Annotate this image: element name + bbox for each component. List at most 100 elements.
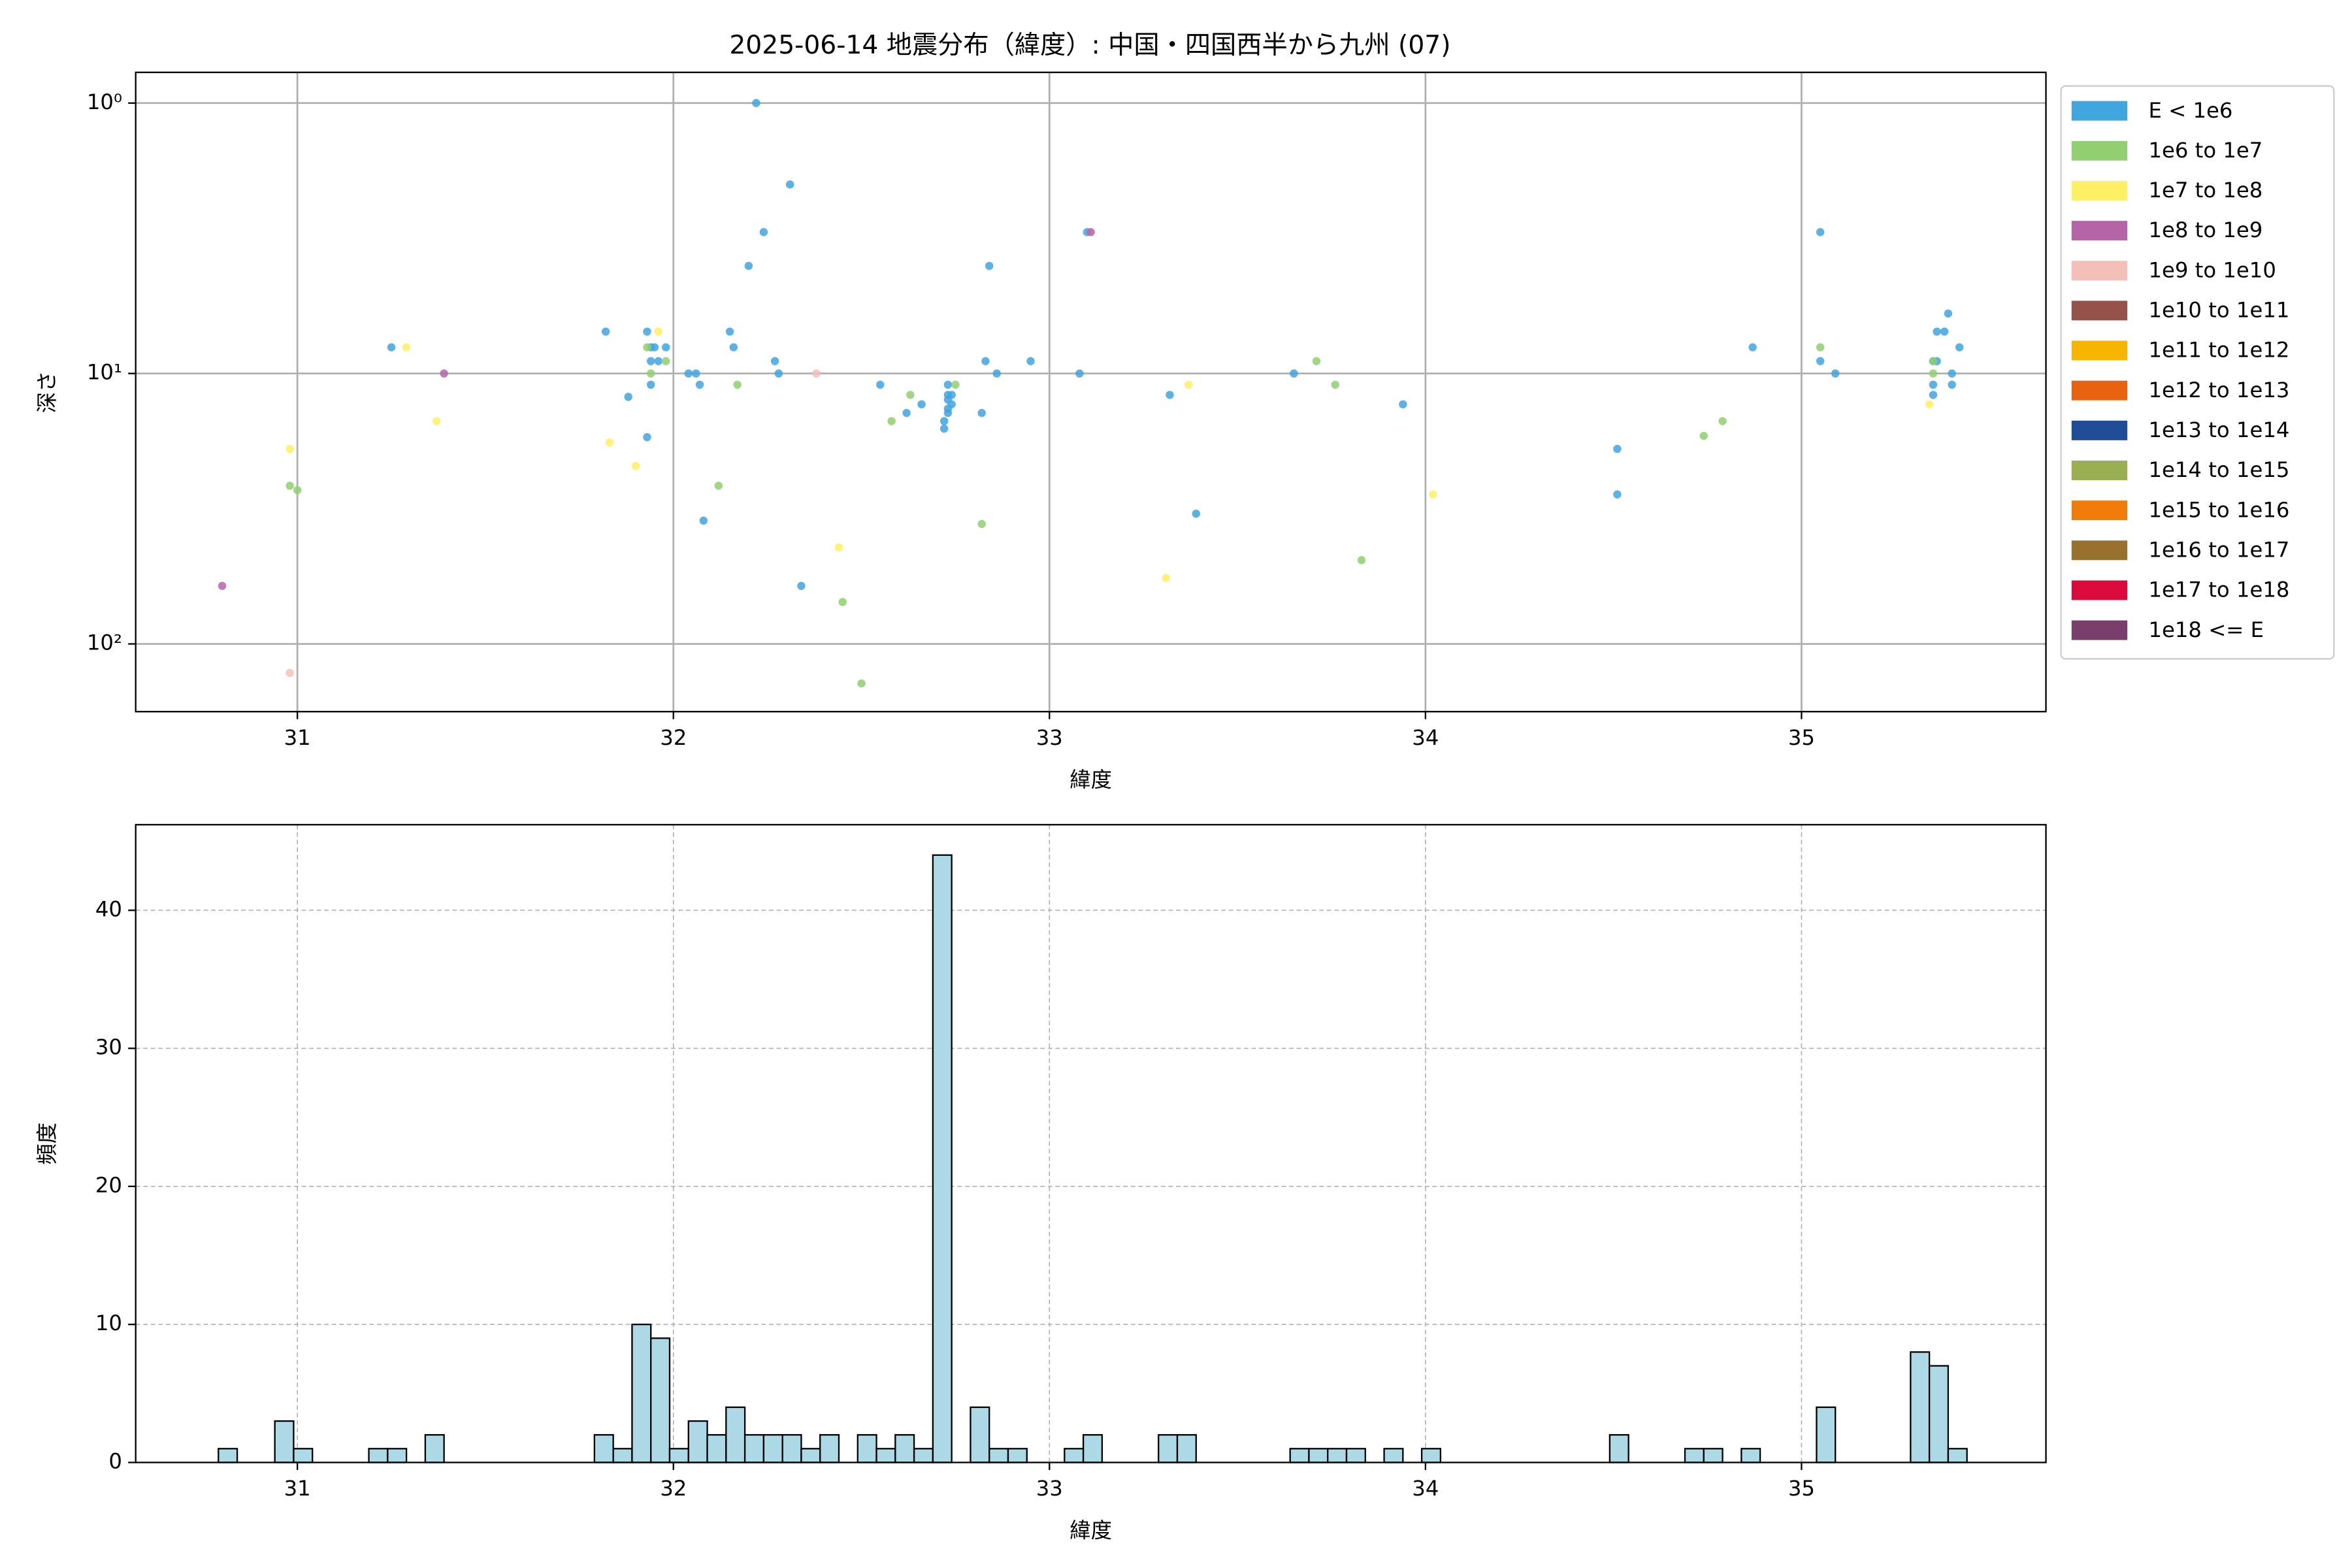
point bbox=[876, 380, 885, 389]
point bbox=[1162, 574, 1170, 582]
bar bbox=[894, 1434, 915, 1463]
point bbox=[293, 485, 302, 495]
point bbox=[1955, 343, 1964, 351]
point bbox=[1086, 228, 1095, 237]
point bbox=[1929, 369, 1938, 378]
x-tick-label: 33 bbox=[1036, 1476, 1063, 1501]
point bbox=[797, 581, 806, 590]
y-axis-label: 深さ bbox=[35, 371, 59, 414]
point bbox=[992, 369, 1001, 378]
bar bbox=[387, 1448, 408, 1463]
point bbox=[902, 408, 911, 417]
point bbox=[684, 369, 693, 378]
point bbox=[1948, 380, 1956, 389]
legend-swatch bbox=[2071, 301, 2128, 321]
bar bbox=[1910, 1351, 1931, 1463]
point bbox=[1399, 400, 1407, 409]
point bbox=[1816, 343, 1825, 351]
bar bbox=[650, 1337, 671, 1463]
point bbox=[692, 369, 700, 378]
point bbox=[1357, 556, 1366, 564]
point bbox=[981, 357, 990, 365]
point bbox=[1166, 391, 1174, 399]
legend-swatch bbox=[2071, 620, 2128, 640]
chart-title: 2025-06-14 地震分布（緯度）: 中国・四国西半から九州 (07) bbox=[729, 31, 1450, 60]
legend-label: 1e9 to 1e10 bbox=[2148, 257, 2276, 282]
point bbox=[654, 357, 662, 365]
bar bbox=[1176, 1434, 1197, 1463]
legend-swatch bbox=[2071, 340, 2128, 361]
bar bbox=[725, 1406, 746, 1463]
bar bbox=[631, 1324, 652, 1463]
legend-swatch bbox=[2071, 101, 2128, 121]
legend-label: 1e16 to 1e17 bbox=[2148, 537, 2289, 562]
point bbox=[624, 393, 632, 401]
legend-box bbox=[2060, 85, 2335, 660]
bar bbox=[274, 1420, 295, 1463]
x-tick-label: 31 bbox=[284, 725, 311, 750]
bar bbox=[1082, 1434, 1103, 1463]
plot-frame bbox=[135, 824, 2047, 1463]
point bbox=[218, 581, 227, 590]
legend-label: 1e15 to 1e16 bbox=[2148, 497, 2289, 522]
bar bbox=[1420, 1448, 1442, 1463]
legend-label: 1e10 to 1e11 bbox=[2148, 298, 2289, 323]
point bbox=[838, 598, 847, 606]
legend-swatch bbox=[2071, 140, 2128, 161]
point bbox=[725, 327, 734, 336]
point bbox=[643, 433, 651, 442]
point bbox=[286, 444, 294, 453]
bar bbox=[1684, 1448, 1705, 1463]
bar bbox=[913, 1448, 934, 1463]
point bbox=[432, 417, 441, 425]
point bbox=[939, 417, 949, 425]
point bbox=[1192, 510, 1201, 518]
bar bbox=[218, 1448, 238, 1463]
bar bbox=[1308, 1448, 1329, 1463]
point bbox=[744, 261, 753, 270]
point bbox=[714, 482, 723, 490]
point bbox=[1290, 369, 1298, 378]
legend-swatch bbox=[2071, 180, 2128, 201]
bar bbox=[875, 1448, 896, 1463]
point bbox=[1933, 327, 1941, 336]
x-tick-label: 33 bbox=[1036, 725, 1063, 750]
point bbox=[601, 327, 610, 336]
point bbox=[906, 391, 915, 399]
legend-swatch bbox=[2071, 580, 2128, 600]
x-tick-label: 32 bbox=[660, 725, 687, 750]
bar bbox=[293, 1448, 314, 1463]
bar bbox=[1816, 1406, 1837, 1463]
legend-label: 1e11 to 1e12 bbox=[2148, 338, 2289, 363]
x-axis-label: 緯度 bbox=[1070, 1518, 1112, 1543]
point bbox=[1925, 400, 1934, 409]
y-tick-label: 40 bbox=[95, 896, 122, 921]
bar bbox=[1064, 1448, 1085, 1463]
bar bbox=[988, 1448, 1009, 1463]
point bbox=[785, 180, 794, 189]
legend-label: 1e8 to 1e9 bbox=[2148, 218, 2262, 242]
point bbox=[1429, 490, 1437, 498]
y-tick-label: 10⁰ bbox=[87, 90, 122, 114]
bar bbox=[668, 1448, 689, 1463]
bar bbox=[762, 1434, 783, 1463]
point bbox=[1613, 490, 1622, 498]
bar bbox=[1947, 1448, 1968, 1463]
legend-swatch bbox=[2071, 380, 2128, 400]
point bbox=[1331, 380, 1339, 389]
point bbox=[834, 543, 843, 552]
x-axis-label: 緯度 bbox=[1070, 767, 1112, 792]
point bbox=[1831, 369, 1840, 378]
bar bbox=[424, 1434, 445, 1463]
point bbox=[1026, 357, 1035, 365]
point bbox=[286, 668, 294, 678]
legend-label: 1e6 to 1e7 bbox=[2148, 138, 2262, 163]
legend-swatch bbox=[2071, 461, 2128, 480]
y-tick-label: 10² bbox=[87, 630, 122, 655]
legend-label: 1e17 to 1e18 bbox=[2148, 578, 2289, 602]
point bbox=[1948, 369, 1956, 378]
legend-label: 1e12 to 1e13 bbox=[2148, 378, 2289, 402]
bar bbox=[1609, 1434, 1629, 1463]
